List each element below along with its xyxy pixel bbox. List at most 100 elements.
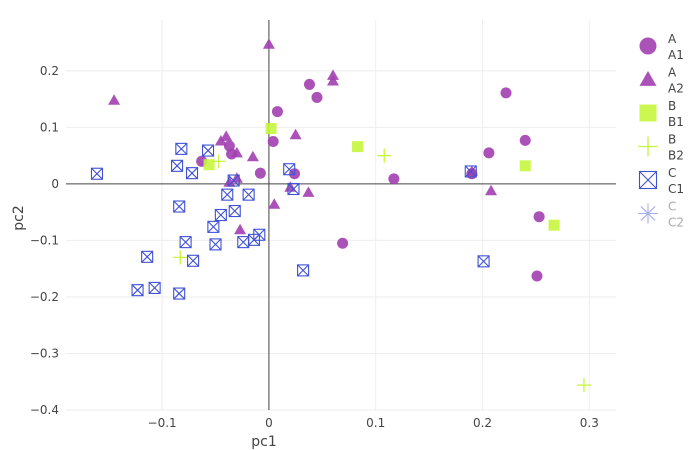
data-point: [271, 106, 283, 118]
legend-subgroup-label: A1: [668, 48, 684, 62]
data-point: [201, 144, 215, 157]
data-point: [287, 182, 300, 196]
x-axis-title: pc1: [251, 434, 277, 450]
data-point: [228, 204, 241, 218]
data-point: [203, 159, 215, 171]
data-point: [179, 236, 192, 249]
legend-group-label: A: [668, 66, 677, 80]
legend-group-label: C: [668, 200, 676, 214]
data-point: [500, 87, 512, 99]
data-point: [90, 167, 104, 180]
legend-symbol: [638, 136, 658, 157]
legend-subgroup-label: B1: [668, 115, 684, 129]
legend-symbol: [639, 37, 657, 55]
data-point: [173, 287, 186, 300]
legend-group-label: C: [668, 166, 676, 180]
x-tick-label: 0: [265, 416, 273, 430]
legend-item[interactable]: B B1: [639, 99, 684, 129]
data-point: [337, 237, 349, 249]
legend-group-label: B: [668, 99, 676, 113]
legend-symbol: [638, 170, 658, 190]
data-point: [237, 236, 250, 249]
legend-symbol: [638, 203, 658, 224]
data-point: [533, 211, 545, 223]
data-point: [234, 223, 247, 235]
data-point: [297, 264, 310, 277]
data-point: [230, 146, 243, 158]
data-point: [131, 284, 144, 297]
data-point: [303, 78, 315, 90]
data-point: [246, 150, 259, 162]
data-point: [214, 208, 227, 222]
data-point: [477, 255, 490, 268]
data-point: [262, 38, 275, 49]
data-point: [254, 167, 266, 179]
x-tick-label: 0.3: [580, 416, 599, 430]
data-point: [267, 136, 279, 148]
data-point: [485, 184, 498, 196]
data-point: [268, 198, 281, 209]
data-point: [185, 167, 199, 180]
data-point: [326, 69, 339, 80]
legend-subgroup-label: B2: [668, 149, 684, 163]
gridlines: [66, 20, 616, 411]
data-point: [265, 123, 277, 135]
data-point: [223, 176, 236, 187]
data-point: [187, 254, 200, 267]
y-tick-label: −0.1: [30, 233, 59, 247]
legend-item[interactable]: B B2: [638, 133, 684, 163]
data-point: [388, 173, 400, 185]
legend: A A1 A A2 B B1 B B2 C C1 C C2: [638, 32, 684, 230]
legend-item[interactable]: A A1: [639, 32, 684, 62]
x-tick-label: 0.2: [473, 416, 492, 430]
data-point: [289, 128, 302, 140]
legend-group-label: A: [668, 32, 677, 46]
data-point: [221, 188, 234, 201]
y-tick-label: 0.2: [40, 64, 59, 78]
data-point: [173, 250, 188, 265]
data-point: [173, 200, 186, 213]
y-tick-label: −0.3: [30, 346, 59, 360]
data-point: [253, 228, 266, 241]
y-tick-label: −0.4: [30, 403, 59, 417]
y-tick-label: 0.1: [40, 120, 59, 134]
data-point: [171, 159, 184, 172]
x-tick-label: 0.1: [366, 416, 385, 430]
data-point: [141, 250, 154, 263]
tick-labels: −0.1 0 0.1 0.2 0.3 −0.4 −0.3 −0.2 −0.1 0 0.1 0.2: [30, 64, 599, 430]
legend-item[interactable]: C C1: [638, 166, 685, 196]
legend-symbol: [639, 71, 657, 86]
data-point: [227, 174, 240, 187]
legend-subgroup-label: C1: [668, 182, 684, 196]
data-point: [377, 148, 392, 163]
data-point: [531, 270, 543, 282]
data-point: [464, 165, 477, 178]
data-point: [519, 134, 531, 146]
data-point: [211, 154, 226, 169]
zero-lines: [66, 20, 616, 410]
data-point: [519, 160, 531, 172]
data-point: [108, 94, 121, 105]
data-point: [483, 147, 495, 159]
y-axis-title: pc2: [11, 205, 27, 231]
legend-group-label: B: [668, 133, 676, 147]
data-point: [242, 188, 255, 201]
data-point: [576, 378, 591, 393]
data-point: [352, 141, 364, 153]
data-point: [302, 186, 315, 197]
data-point: [175, 142, 188, 155]
data-point: [311, 91, 323, 103]
legend-subgroup-label: A2: [668, 82, 684, 96]
legend-item[interactable]: C C2: [638, 200, 684, 230]
y-tick-label: 0: [51, 177, 59, 191]
data-point: [207, 220, 220, 233]
data-point: [283, 163, 296, 176]
legend-subgroup-label: C2: [668, 216, 684, 230]
legend-item[interactable]: A A2: [639, 66, 684, 96]
data-point: [326, 75, 339, 86]
data-point: [148, 281, 161, 294]
data-point: [209, 238, 222, 251]
data-points: [90, 38, 591, 393]
